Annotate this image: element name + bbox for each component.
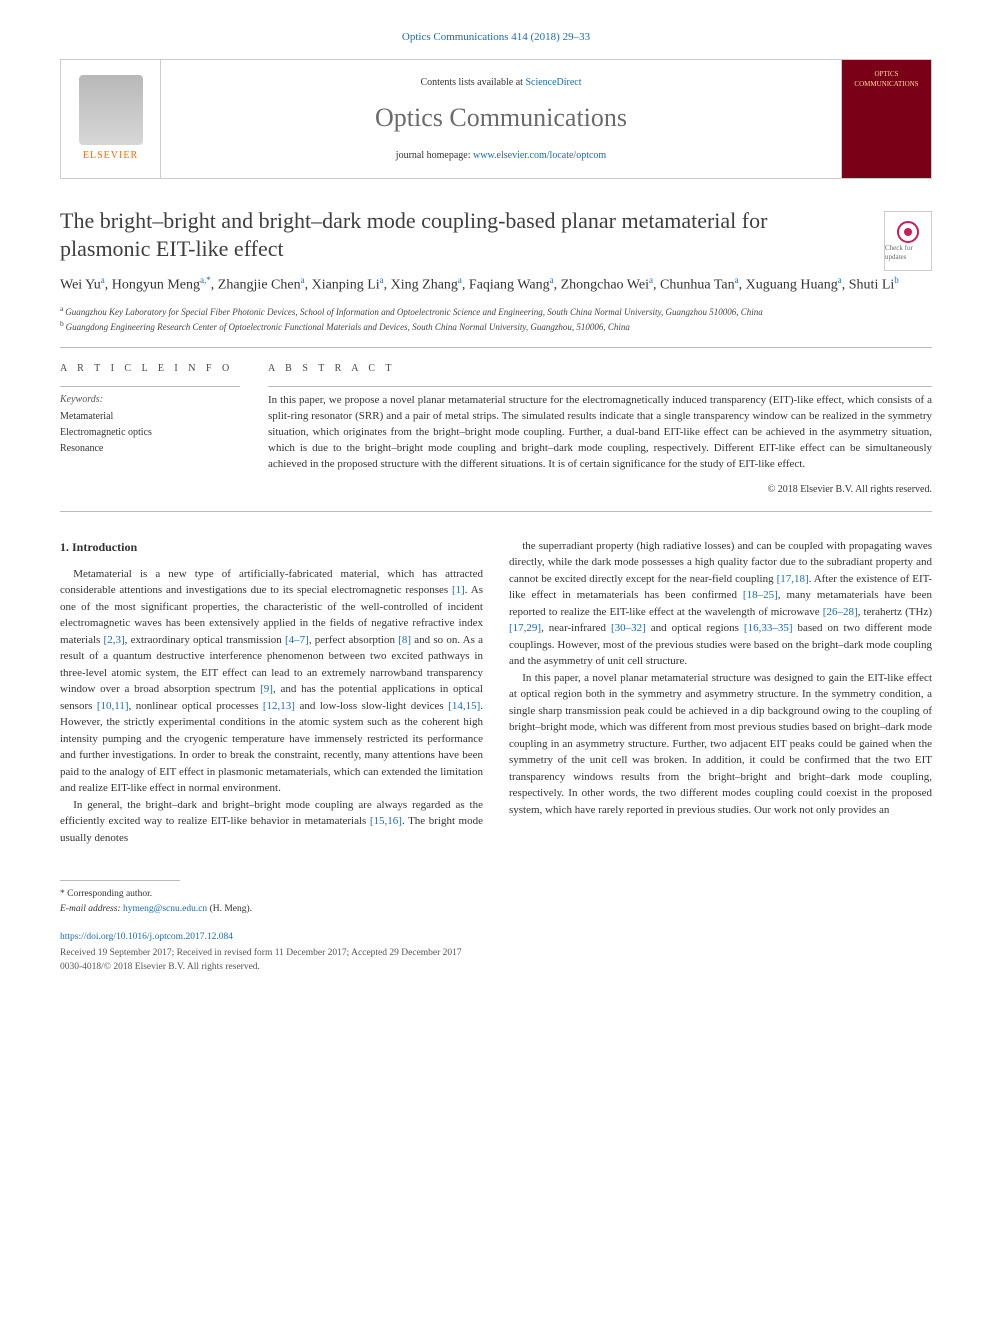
author-marker: a — [458, 275, 462, 285]
keyword: Resonance — [60, 441, 240, 457]
corr-email-name: (H. Meng). — [210, 904, 252, 914]
body-columns: 1. Introduction Metamaterial is a new ty… — [60, 538, 932, 847]
author: Xianping Li — [312, 278, 380, 293]
info-divider — [60, 386, 240, 387]
citation-link[interactable]: Optics Communications 414 (2018) 29–33 — [402, 31, 590, 43]
author-marker: a — [380, 275, 384, 285]
check-updates-icon — [896, 220, 920, 244]
citation-ref[interactable]: [17,18] — [777, 573, 809, 585]
citation-ref[interactable]: [9] — [260, 683, 273, 695]
keyword: Metamaterial — [60, 409, 240, 425]
corresponding-author: * Corresponding author. — [60, 887, 932, 901]
citation-ref[interactable]: [4–7] — [285, 634, 309, 646]
authors-line: Wei Yua, Hongyun Menga,*, Zhangjie Chena… — [60, 274, 932, 296]
affiliation-marker: b — [60, 319, 66, 328]
check-updates-badge[interactable]: Check for updates — [884, 211, 932, 271]
article-header: Check for updates The bright–bright and … — [60, 207, 932, 333]
divider-bottom — [60, 511, 932, 512]
body-para: the superradiant property (high radiativ… — [509, 538, 932, 670]
section-heading: 1. Introduction — [60, 538, 483, 556]
citation-line: Optics Communications 414 (2018) 29–33 — [60, 30, 932, 45]
author: Shuti Li — [849, 278, 895, 293]
affiliation-marker: a — [60, 304, 65, 313]
journal-cover-thumb: OPTICS COMMUNICATIONS — [841, 60, 931, 178]
publisher-block: ELSEVIER — [61, 60, 161, 178]
article-info-heading: A R T I C L E I N F O — [60, 362, 240, 376]
footnote-rule — [60, 880, 180, 881]
keywords-label: Keywords: — [60, 393, 240, 407]
info-abstract-row: A R T I C L E I N F O Keywords: Metamate… — [60, 362, 932, 497]
footer-block: * Corresponding author. E-mail address: … — [60, 880, 932, 974]
author: Hongyun Meng — [112, 278, 200, 293]
section-number: 1. — [60, 540, 69, 554]
journal-name: Optics Communications — [173, 100, 829, 136]
sciencedirect-link[interactable]: ScienceDirect — [525, 77, 581, 88]
author: Chunhua Tan — [660, 278, 735, 293]
author-marker: a — [101, 275, 105, 285]
contents-prefix: Contents lists available at — [420, 77, 525, 88]
author: Zhongchao Wei — [561, 278, 649, 293]
author-marker: b — [894, 275, 899, 285]
citation-ref[interactable]: [1] — [452, 584, 465, 596]
body-para: In general, the bright–dark and bright–b… — [60, 797, 483, 847]
keyword: Electromagnetic optics — [60, 425, 240, 441]
body-col-right: the superradiant property (high radiativ… — [509, 538, 932, 847]
citation-ref[interactable]: [16,33–35] — [744, 622, 793, 634]
check-updates-label: Check for updates — [885, 244, 931, 264]
citation-ref[interactable]: [26–28] — [823, 606, 858, 618]
article-title: The bright–bright and bright–dark mode c… — [60, 207, 800, 262]
abstract-column: A B S T R A C T In this paper, we propos… — [268, 362, 932, 497]
divider-top — [60, 347, 932, 348]
article-info-column: A R T I C L E I N F O Keywords: Metamate… — [60, 362, 240, 497]
citation-ref[interactable]: [10,11] — [97, 700, 129, 712]
doi-link[interactable]: https://doi.org/10.1016/j.optcom.2017.12… — [60, 932, 233, 942]
author-marker: a — [838, 275, 842, 285]
citation-ref[interactable]: [15,16] — [370, 815, 402, 827]
homepage-line: journal homepage: www.elsevier.com/locat… — [173, 149, 829, 163]
section-title: Introduction — [72, 540, 137, 554]
author: Wei Yu — [60, 278, 101, 293]
author: Zhangjie Chen — [218, 278, 301, 293]
footer-dates: Received 19 September 2017; Received in … — [60, 946, 932, 960]
citation-ref[interactable]: [8] — [398, 634, 411, 646]
corr-email-link[interactable]: hymeng@scnu.edu.cn — [123, 904, 207, 914]
masthead: ELSEVIER Contents lists available at Sci… — [60, 59, 932, 179]
cover-text: OPTICS COMMUNICATIONS — [846, 70, 927, 90]
abstract-text: In this paper, we propose a novel planar… — [268, 393, 932, 473]
body-col-left: 1. Introduction Metamaterial is a new ty… — [60, 538, 483, 847]
author-marker: a — [649, 275, 653, 285]
citation-ref[interactable]: [30–32] — [611, 622, 646, 634]
doi-line: https://doi.org/10.1016/j.optcom.2017.12… — [60, 930, 932, 944]
contents-line: Contents lists available at ScienceDirec… — [173, 76, 829, 90]
elsevier-tree-icon — [79, 75, 143, 145]
masthead-center: Contents lists available at ScienceDirec… — [161, 68, 841, 170]
citation-ref[interactable]: [12,13] — [263, 700, 295, 712]
citation-ref[interactable]: [14,15] — [448, 700, 480, 712]
abstract-heading: A B S T R A C T — [268, 362, 932, 376]
body-para: Metamaterial is a new type of artificial… — [60, 566, 483, 797]
citation-ref[interactable]: [17,29] — [509, 622, 541, 634]
author-marker: a — [735, 275, 739, 285]
author: Xuguang Huang — [746, 278, 838, 293]
citation-ref[interactable]: [18–25] — [743, 589, 778, 601]
affiliation: a Guangzhou Key Laboratory for Special F… — [60, 304, 932, 319]
author-marker: a,* — [200, 275, 211, 285]
abstract-divider — [268, 386, 932, 387]
author: Xing Zhang — [391, 278, 458, 293]
abstract-copyright: © 2018 Elsevier B.V. All rights reserved… — [268, 483, 932, 497]
email-label: E-mail address: — [60, 904, 121, 914]
affiliation: b Guangdong Engineering Research Center … — [60, 319, 932, 334]
footer-issn: 0030-4018/© 2018 Elsevier B.V. All right… — [60, 960, 932, 974]
keywords-list: MetamaterialElectromagnetic opticsResona… — [60, 409, 240, 457]
author-marker: a — [301, 275, 305, 285]
body-para: In this paper, a novel planar metamateri… — [509, 670, 932, 819]
corr-email-line: E-mail address: hymeng@scnu.edu.cn (H. M… — [60, 902, 932, 916]
homepage-link[interactable]: www.elsevier.com/locate/optcom — [473, 150, 606, 161]
publisher-name: ELSEVIER — [83, 149, 138, 163]
citation-ref[interactable]: [2,3] — [104, 634, 125, 646]
author: Faqiang Wang — [469, 278, 550, 293]
homepage-prefix: journal homepage: — [396, 150, 473, 161]
author-marker: a — [550, 275, 554, 285]
